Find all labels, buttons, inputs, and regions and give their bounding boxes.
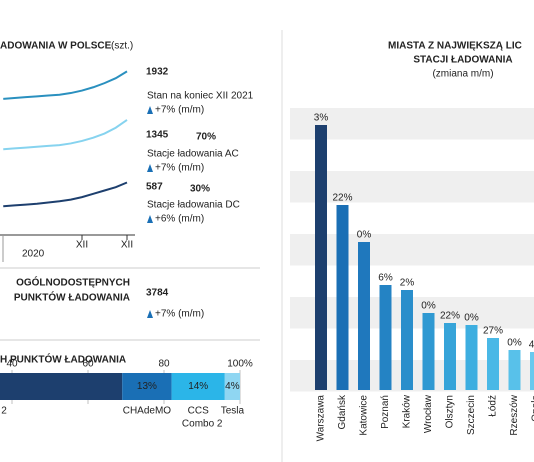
chart-subtitle: (zmiana m/m) — [432, 69, 493, 80]
x-tick-label: Katowice — [359, 395, 370, 436]
chart-title: MIASTA Z NAJWIĘKSZĄ LIC — [388, 41, 522, 52]
stat-change: +7% (m/m) — [155, 105, 204, 116]
grid-band — [290, 171, 534, 203]
total-change: +7% (m/m) — [155, 309, 204, 320]
chart-title: STACJI ŁADOWANIA — [413, 55, 512, 66]
line — [3, 119, 128, 151]
change-label: 2% — [400, 278, 415, 289]
bar — [530, 352, 534, 390]
value-label: 13% — [137, 381, 157, 392]
bar-segment — [122, 373, 172, 400]
stat-value: 1345 — [146, 130, 169, 141]
x-tick-label: XII — [121, 240, 133, 251]
stat-value: 587 — [146, 182, 163, 193]
bar-segment — [171, 373, 225, 400]
x-tick-label: Opole — [531, 395, 534, 422]
x-tick-label: Kraków — [402, 394, 413, 428]
bar — [315, 125, 327, 390]
x-tick-label: Gdańsk — [337, 394, 348, 429]
bar — [487, 338, 499, 390]
grid-band — [290, 234, 534, 266]
x-tick-label: 100% — [227, 359, 253, 370]
x-tick-label: Łódź — [488, 395, 499, 417]
bar — [422, 313, 435, 390]
stat-change: +6% (m/m) — [155, 214, 204, 225]
change-label: 0% — [357, 230, 372, 241]
stat-share: 70% — [196, 132, 216, 143]
segment-label: 2 — [1, 406, 7, 417]
change-label: 3% — [314, 113, 329, 124]
x-tick-label: Poznań — [380, 395, 391, 429]
total-label: PUNKTÓW ŁADOWANIA — [14, 291, 130, 304]
segment-label: CHAdeMO — [123, 406, 172, 417]
chart-title: H PUNKTÓW ŁADOWANIA — [0, 353, 126, 366]
change-label: 0% — [464, 313, 479, 324]
change-label: 22% — [332, 193, 352, 204]
up-arrow — [147, 310, 153, 318]
chart-title: ADOWANIA W POLSCE — [0, 41, 112, 52]
stat-caption: Stacje ładowania AC — [147, 149, 239, 160]
segment-label: Combo 2 — [182, 419, 223, 430]
bar — [379, 285, 392, 390]
change-label: 0% — [421, 301, 436, 312]
bar-segment — [224, 373, 240, 400]
unit: (szt.) — [111, 41, 133, 52]
grid-band — [290, 108, 534, 140]
change-label: 0% — [507, 338, 522, 349]
stat-caption: Stacje ładowania DC — [147, 200, 240, 211]
stat-share: 30% — [190, 184, 210, 195]
stat-change: +7% (m/m) — [155, 163, 204, 174]
x-tick-label: 60 — [82, 359, 94, 370]
segment-label: CCS — [188, 406, 209, 417]
bar — [401, 290, 413, 390]
x-tick-label: Warszawa — [316, 395, 327, 442]
stat-value: 1932 — [146, 67, 169, 78]
total-value: 3784 — [146, 288, 169, 299]
bar — [465, 325, 478, 390]
x-tick-label: Wrocław — [423, 394, 434, 433]
x-tick-label: XII — [76, 240, 88, 251]
up-arrow — [147, 106, 153, 114]
change-label: 22% — [440, 311, 460, 322]
stat-caption: Stan na koniec XII 2021 — [147, 91, 254, 102]
x-tick-label: 40 — [6, 359, 18, 370]
segment-label: Tesla — [221, 406, 245, 417]
up-arrow — [147, 164, 153, 172]
up-arrow — [147, 215, 153, 223]
bar-segment — [0, 373, 123, 400]
bar — [508, 350, 521, 390]
total-label: OGÓLNODOSTĘPNYCH — [16, 276, 130, 289]
change-label: 6% — [378, 273, 393, 284]
change-label: 4% — [529, 340, 534, 351]
x-tick-label: 80 — [158, 359, 170, 370]
change-label: 27% — [483, 326, 503, 337]
x-tick-label: Olsztyn — [445, 395, 456, 428]
x-tick-label: Szczecin — [466, 395, 477, 435]
bar — [336, 205, 349, 390]
value-label: 14% — [188, 381, 208, 392]
bar — [358, 242, 370, 390]
bar — [444, 323, 456, 390]
line — [3, 181, 128, 208]
period-label: 2020 — [22, 249, 45, 260]
x-tick-label: Rzeszów — [509, 394, 520, 435]
line — [3, 70, 128, 100]
value-label: 4% — [225, 381, 240, 392]
